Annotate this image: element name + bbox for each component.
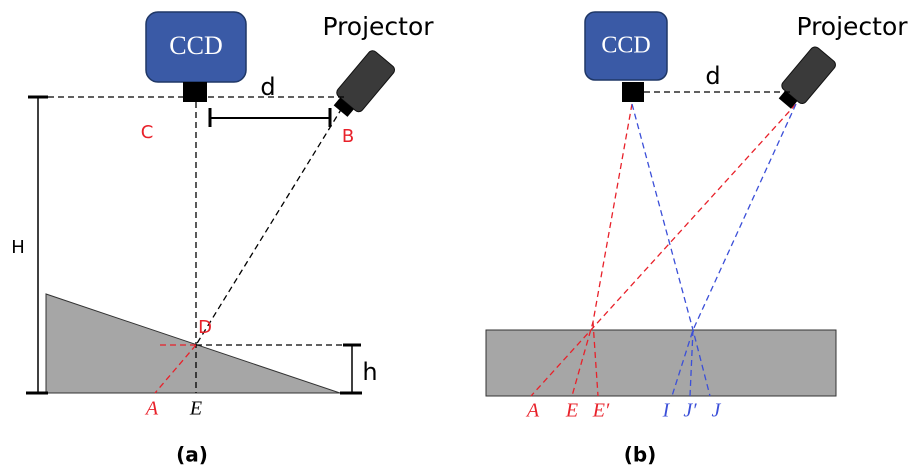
- caption: (a): [176, 443, 208, 467]
- projector-label: Projector: [322, 12, 434, 41]
- flat-object: [486, 330, 836, 396]
- caption: (b): [624, 443, 657, 467]
- projector: [328, 49, 396, 122]
- label-i: I: [662, 400, 671, 422]
- camera-lens: [622, 82, 644, 102]
- diagram: CCD Projector d C B H D h A E (a): [0, 0, 909, 471]
- label-h-big: H: [11, 237, 25, 258]
- label-d: d: [705, 62, 720, 90]
- projector: [773, 45, 837, 113]
- label-d-point: D: [198, 317, 212, 338]
- label-b: B: [342, 126, 354, 147]
- camera-lens: [183, 82, 207, 102]
- label-j-prime: J′: [683, 400, 697, 422]
- slope-object: [46, 294, 340, 393]
- camera-label: CCD: [601, 33, 650, 59]
- label-e: E: [565, 400, 578, 422]
- label-e: E: [189, 398, 202, 420]
- label-a: A: [144, 398, 159, 420]
- label-c: C: [141, 122, 154, 143]
- label-j: J: [712, 400, 722, 422]
- label-d: d: [260, 73, 275, 101]
- projector-ray: [196, 108, 342, 345]
- label-h: h: [362, 358, 377, 386]
- camera-label: CCD: [169, 31, 222, 60]
- panel-b: CCD Projector d A E E′ I J′ J (b): [486, 12, 908, 467]
- label-e-prime: E′: [592, 400, 610, 422]
- projector-label: Projector: [796, 12, 908, 41]
- label-a: A: [525, 400, 540, 422]
- panel-a: CCD Projector d C B H D h A E (a): [11, 12, 434, 467]
